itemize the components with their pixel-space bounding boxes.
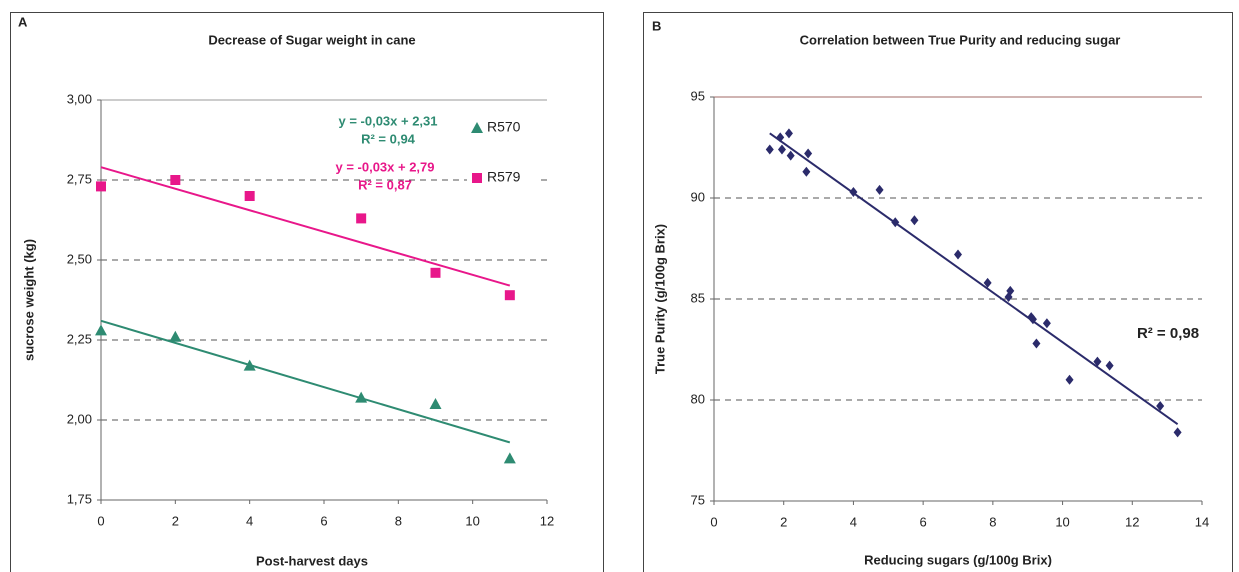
x-tick-label: 8: [395, 513, 402, 528]
y-tick-label: 2,50: [67, 251, 92, 266]
point: [1006, 285, 1015, 296]
point: [910, 215, 919, 226]
y-tick-label: 80: [691, 391, 705, 406]
x-tick-label: 6: [320, 513, 327, 528]
x-tick-label: 4: [246, 513, 253, 528]
x-axis-title: Post-harvest days: [256, 553, 368, 568]
annotation: R² = 0,98: [1137, 325, 1199, 342]
point: [849, 186, 858, 197]
point: [356, 213, 367, 224]
point: [1105, 360, 1114, 371]
y-tick-label: 90: [691, 189, 705, 204]
point: [802, 166, 811, 177]
point: [1156, 401, 1165, 412]
chart-title: Correlation between True Purity and redu…: [800, 32, 1121, 47]
y-tick-label: 85: [691, 290, 705, 305]
point: [1065, 374, 1074, 385]
y-tick-label: 2,75: [67, 171, 92, 186]
y-tick-label: 95: [691, 88, 705, 103]
panel-label: B: [652, 18, 661, 33]
x-tick-label: 0: [97, 513, 104, 528]
point: [1042, 318, 1051, 329]
annotation: y = -0,03x + 2,79: [335, 159, 434, 174]
point: [765, 144, 774, 155]
point: [355, 391, 368, 403]
annotation: R² = 0,94: [361, 131, 416, 146]
x-tick-label: 6: [920, 514, 927, 529]
y-axis-title: sucrose weight (kg): [21, 239, 36, 361]
y-tick-label: 75: [691, 492, 705, 507]
x-tick-label: 0: [710, 514, 717, 529]
point: [1173, 427, 1182, 438]
point: [983, 277, 992, 288]
panel-b-frame: [643, 12, 1233, 572]
point: [471, 122, 483, 133]
legend-label: R579: [487, 169, 521, 185]
legend-label: R570: [487, 119, 521, 135]
annotation: R² = 0,87: [358, 177, 412, 192]
y-tick-label: 3,00: [67, 91, 92, 106]
point: [1028, 314, 1037, 325]
annotation: y = -0,03x + 2,31: [338, 113, 437, 128]
point: [891, 217, 900, 228]
x-axis-title: Reducing sugars (g/100g Brix): [864, 552, 1052, 567]
point: [243, 359, 256, 371]
panel-a-frame: [10, 12, 604, 572]
chart-title: Decrease of Sugar weight in cane: [208, 32, 415, 47]
point: [786, 150, 795, 161]
point: [169, 330, 182, 342]
point: [1093, 356, 1102, 367]
point: [96, 181, 106, 192]
y-axis-title: True Purity (g/100g Brix): [652, 224, 667, 374]
point: [170, 175, 181, 185]
point: [504, 290, 515, 301]
point: [954, 249, 962, 260]
x-tick-label: 10: [1055, 514, 1069, 529]
y-tick-label: 2,25: [67, 331, 92, 346]
y-tick-label: 2,00: [67, 411, 92, 426]
trend-line: [769, 132, 1179, 426]
x-tick-label: 8: [989, 514, 996, 529]
point: [875, 184, 884, 195]
point: [430, 267, 441, 278]
x-tick-label: 2: [780, 514, 787, 529]
x-tick-label: 4: [850, 514, 857, 529]
point: [472, 173, 482, 183]
x-tick-label: 2: [172, 513, 179, 528]
x-tick-label: 14: [1195, 514, 1209, 529]
point: [777, 144, 786, 155]
panel-label: A: [18, 14, 28, 29]
x-tick-label: 12: [1125, 514, 1139, 529]
x-tick-label: 12: [540, 513, 554, 528]
point: [503, 452, 516, 464]
trend-line: [100, 319, 511, 444]
point: [784, 128, 793, 139]
point: [244, 191, 255, 201]
point: [95, 324, 107, 336]
point: [429, 398, 442, 409]
x-tick-label: 10: [465, 513, 479, 528]
point: [804, 148, 813, 159]
y-tick-label: 1,75: [67, 491, 92, 506]
point: [1032, 338, 1041, 349]
point: [776, 132, 785, 143]
trend-line: [100, 166, 511, 287]
